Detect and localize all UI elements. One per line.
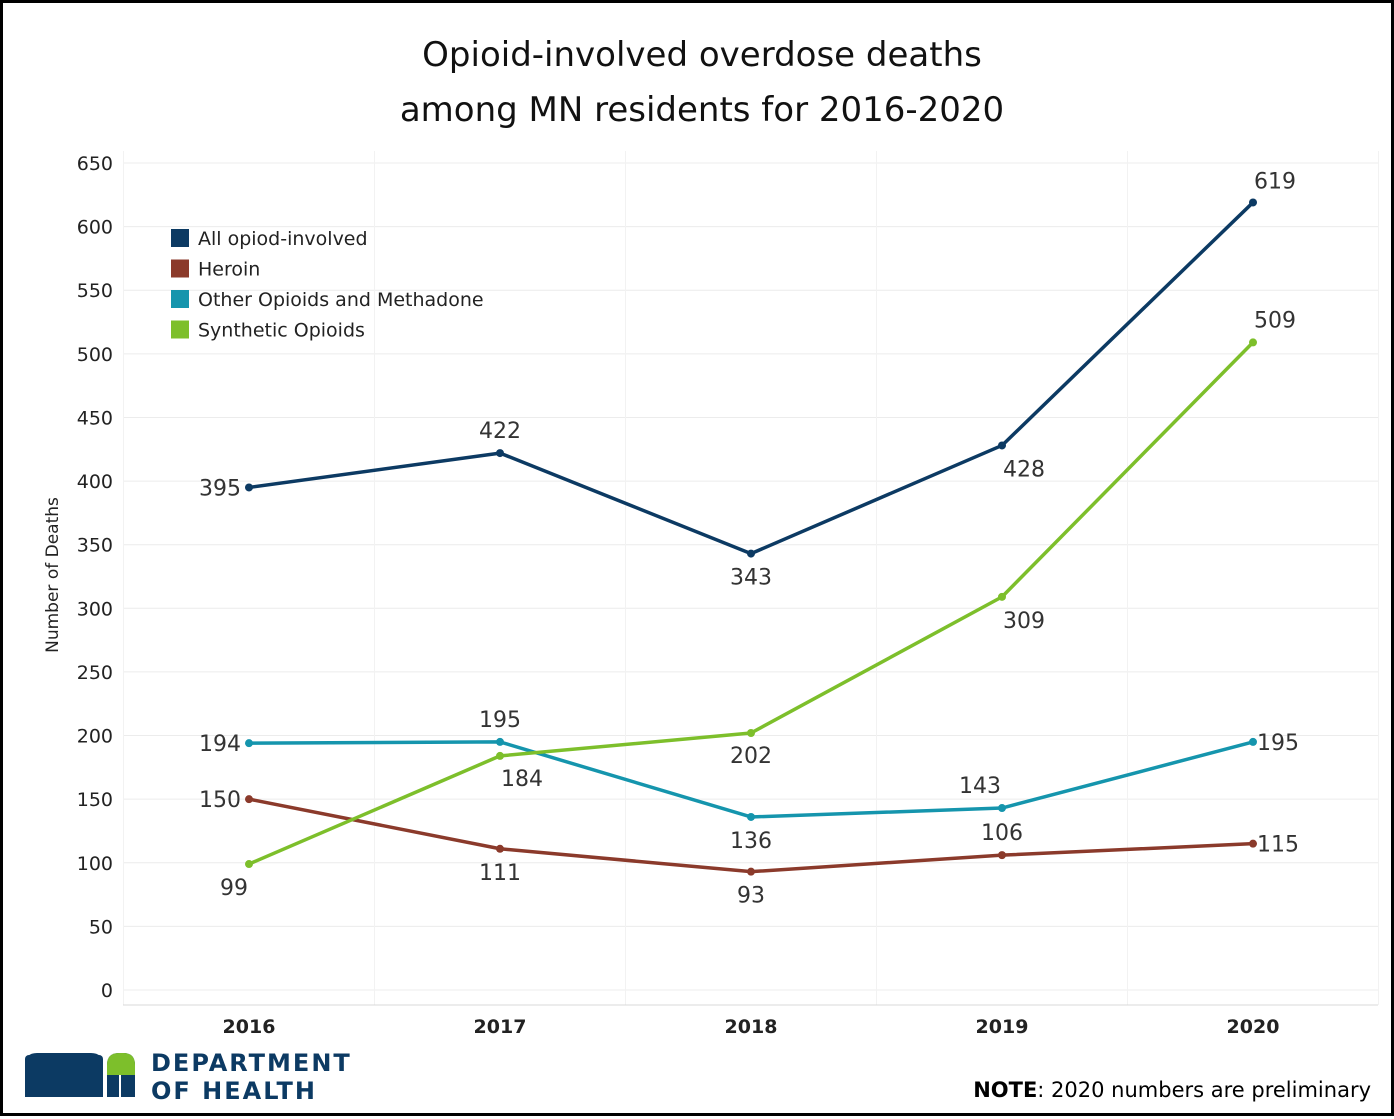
legend-entry-label: Synthetic Opioids [198,320,365,342]
y-tick-label: 300 [77,598,113,620]
y-tick-label: 100 [77,853,113,875]
footnote-label: NOTE [973,1078,1037,1102]
data-point [747,812,755,821]
data-point [998,592,1006,601]
x-tick-label: 2020 [1227,1016,1280,1038]
data-labels: 395 422 343 428 619 150 111 93 106 115 194 195 136 14… [199,169,1299,908]
org-name-line-2: OF HEALTH [151,1077,317,1105]
data-point [747,549,755,558]
x-tick-label: 2019 [976,1016,1029,1038]
data-label: 106 [981,821,1023,846]
data-label: 202 [730,744,772,769]
data-point [998,804,1006,813]
data-point [998,441,1006,450]
y-axis-ticks: 0 50 100 150 200 250 300 350 400 450 500 550 600 650 [77,153,113,1002]
footnote-text: : 2020 numbers are preliminary [1037,1078,1371,1102]
data-point [245,860,253,869]
data-label: 195 [479,708,521,733]
y-tick-label: 0 [101,980,113,1002]
mn-logo-mark [25,1053,135,1097]
mn-health-logo: DEPARTMENT OF HEALTH [25,1049,352,1105]
data-label: 99 [220,876,248,901]
x-tick-label: 2017 [474,1016,527,1038]
data-point [496,737,504,746]
data-label: 509 [1254,308,1296,333]
data-label: 195 [1257,731,1299,756]
data-point [496,751,504,760]
y-tick-label: 250 [77,662,113,684]
legend-entry-label: Heroin [198,259,260,281]
legend-swatch [171,290,189,308]
data-point [245,483,253,492]
data-label: 343 [730,566,772,591]
y-tick-label: 650 [77,153,113,175]
data-label: 619 [1254,169,1296,194]
x-tick-label: 2016 [223,1016,276,1038]
data-label: 422 [479,419,521,444]
y-tick-label: 600 [77,217,113,239]
data-label: 150 [199,788,241,813]
legend: All opiod-involved Heroin Other Opioids an… [171,228,484,342]
x-axis-ticks: 2016 2017 2018 2019 2020 [223,1016,1280,1038]
x-tick-label: 2018 [725,1016,778,1038]
data-label: 93 [737,884,765,909]
data-label: 309 [1003,609,1045,634]
data-point [747,728,755,737]
data-point [747,867,755,876]
footnote: NOTE: 2020 numbers are preliminary [973,1078,1371,1102]
chart-title-line-1: Opioid-involved overdose deaths [422,35,982,75]
data-point [1249,737,1257,746]
line-chart: Opioid-involved overdose deaths among MN… [25,35,1379,1105]
y-tick-label: 550 [77,280,113,302]
y-tick-label: 350 [77,535,113,557]
data-point [496,844,504,853]
data-label: 136 [730,829,772,854]
y-tick-label: 400 [77,471,113,493]
chart-title-line-2: among MN residents for 2016-2020 [400,90,1004,130]
data-label: 111 [479,861,521,886]
legend-swatch [171,320,189,339]
data-label: 395 [199,476,241,501]
y-tick-label: 200 [77,726,113,748]
legend-entry-label: Other Opioids and Methadone [198,289,484,311]
data-point [1249,839,1257,848]
y-axis-title: Number of Deaths [43,497,63,653]
legend-swatch [171,259,189,278]
y-tick-label: 50 [89,916,113,938]
y-tick-label: 450 [77,407,113,429]
data-label: 115 [1257,833,1299,858]
y-tick-label: 150 [77,789,113,811]
gridlines [123,151,1379,1006]
series-lines [245,198,1257,876]
data-point [998,851,1006,860]
series-line-0 [248,201,1255,556]
data-point [1249,338,1257,347]
data-label: 194 [199,732,241,757]
series-line-3 [248,341,1255,866]
org-name-line-1: DEPARTMENT [151,1049,352,1077]
data-label: 184 [501,767,543,792]
data-point [245,739,253,748]
data-point [245,795,253,804]
data-point [496,449,504,458]
legend-swatch [171,229,189,247]
data-label: 143 [959,774,1001,799]
data-point [1249,198,1257,207]
legend-entry-label: All opiod-involved [198,228,368,250]
data-label: 428 [1003,457,1045,482]
y-tick-label: 500 [77,344,113,366]
